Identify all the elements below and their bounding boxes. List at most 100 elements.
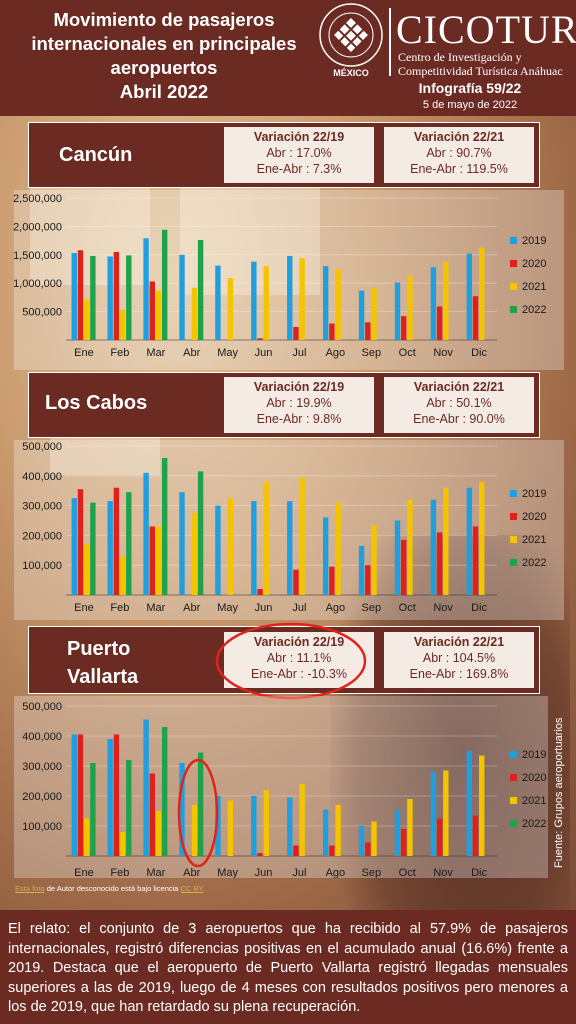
airport-name: Cancún — [59, 144, 133, 166]
bar-2020 — [329, 845, 335, 856]
legend-label: 2021 — [522, 281, 546, 293]
x-tick-label: Nov — [433, 867, 453, 878]
bar-2019 — [179, 254, 185, 340]
bar-2020 — [329, 323, 335, 340]
bar-2022 — [90, 763, 96, 856]
legend-swatch — [510, 260, 517, 267]
x-tick-label: Jun — [255, 867, 273, 878]
x-tick-label: Feb — [110, 347, 129, 359]
bar-2019 — [322, 809, 329, 856]
bar-2019 — [430, 772, 437, 856]
legend-label: 2021 — [522, 534, 546, 546]
bar-2019 — [179, 492, 185, 595]
x-tick-label: Nov — [433, 602, 453, 614]
bar-2021 — [119, 309, 126, 340]
footer: El relato: el conjunto de 3 aeropuertos … — [0, 910, 576, 1024]
page-title: Movimiento de pasajeros internacionales … — [14, 8, 314, 104]
legend-swatch — [510, 774, 517, 781]
x-tick-label: Ago — [326, 602, 346, 614]
bar-2022 — [126, 492, 132, 595]
bar-2019 — [394, 282, 401, 340]
bar-2019 — [71, 734, 77, 856]
bar-2020 — [257, 589, 263, 595]
x-tick-label: May — [217, 602, 238, 614]
bar-2021 — [263, 790, 269, 856]
variation-22-21: Variación 22/21 Abr : 50.1% Ene-Abr : 90… — [413, 380, 505, 426]
bar-2020 — [365, 322, 371, 340]
photo-credit: Esta foto de Autor desconocido está bajo… — [15, 884, 204, 893]
bar-2019 — [430, 267, 437, 340]
x-tick-label: Abr — [183, 602, 200, 614]
bar-2021 — [443, 487, 449, 595]
bar-2019 — [107, 256, 113, 340]
bar-2020 — [401, 316, 407, 340]
title-line: Movimiento de pasajeros — [53, 9, 275, 30]
x-tick-label: Ene — [74, 347, 94, 359]
variation-box — [384, 127, 534, 183]
x-tick-label: Ene — [74, 867, 94, 878]
legend-swatch — [510, 306, 517, 313]
bar-2019 — [107, 501, 113, 595]
x-tick-label: Feb — [110, 602, 129, 614]
x-tick-label: Mar — [146, 602, 165, 614]
bar-2019 — [466, 253, 473, 340]
bar-2020 — [77, 489, 84, 595]
legend-label: 2022 — [522, 818, 546, 830]
bar-2021 — [191, 805, 198, 856]
y-tick-label: 2,000,000 — [13, 221, 62, 233]
bar-2019 — [287, 501, 293, 595]
bar-2021 — [299, 784, 305, 856]
legend-label: 2021 — [522, 795, 546, 807]
bar-2021 — [443, 770, 449, 856]
summary-text: El relato: el conjunto de 3 aeropuertos … — [8, 921, 568, 1015]
photo-link[interactable]: Esta foto — [15, 884, 45, 893]
bar-2022 — [197, 752, 204, 856]
bar-2020 — [293, 845, 299, 856]
variation-box — [224, 127, 374, 183]
airport-name: Los Cabos — [45, 392, 148, 414]
bar-2021 — [227, 800, 234, 856]
bar-2019 — [394, 520, 401, 595]
bar-2021 — [83, 299, 90, 340]
bar-2022 — [90, 502, 96, 595]
bar-2020 — [113, 734, 120, 856]
y-tick-label: 500,000 — [22, 441, 62, 453]
cancun-chart: 2,500,000 2,000,000 1,500,000 1,000,000 500,… — [13, 193, 546, 359]
legend-swatch — [510, 751, 517, 758]
bar-2021 — [191, 513, 198, 595]
bar-2019 — [358, 290, 365, 340]
bar-2019 — [107, 739, 113, 856]
bar-2019 — [71, 498, 77, 595]
legend-label: 2022 — [522, 557, 546, 569]
bar-2020 — [329, 566, 335, 595]
bar-2021 — [191, 287, 198, 340]
bar-2020 — [436, 818, 443, 856]
bar-2019 — [179, 763, 185, 856]
bar-2021 — [335, 269, 341, 340]
bar-2020 — [149, 281, 155, 340]
bar-2020 — [113, 487, 120, 595]
puerto-vallarta-banner: Puerto Vallarta Variación 22/19 Abr : 11… — [28, 622, 540, 700]
bar-2022 — [161, 727, 168, 856]
bar-2021 — [371, 287, 377, 340]
bar-2019 — [430, 499, 437, 595]
header-divider — [389, 8, 391, 76]
bar-2019 — [466, 487, 473, 595]
chart-panel — [14, 696, 548, 878]
bar-2020 — [472, 815, 479, 856]
x-tick-label: Mar — [146, 347, 165, 359]
variation-22-19: Variación 22/19 Abr : 19.9% Ene-Abr : 9.… — [253, 380, 345, 426]
legend-label: 2020 — [522, 258, 546, 270]
x-tick-label: Ene — [74, 602, 94, 614]
bar-2019 — [358, 545, 365, 595]
y-tick-label: 500,000 — [22, 701, 62, 713]
license-link[interactable]: CC BY — [180, 884, 204, 893]
y-tick-label: 400,000 — [22, 731, 62, 743]
bar-2020 — [436, 532, 443, 595]
bar-2020 — [401, 829, 407, 856]
bar-2021 — [263, 481, 269, 595]
bar-2020 — [365, 842, 371, 856]
bar-2020 — [293, 326, 299, 340]
publication-date: 5 de mayo de 2022 — [422, 99, 518, 111]
legend-label: 2019 — [522, 488, 546, 500]
